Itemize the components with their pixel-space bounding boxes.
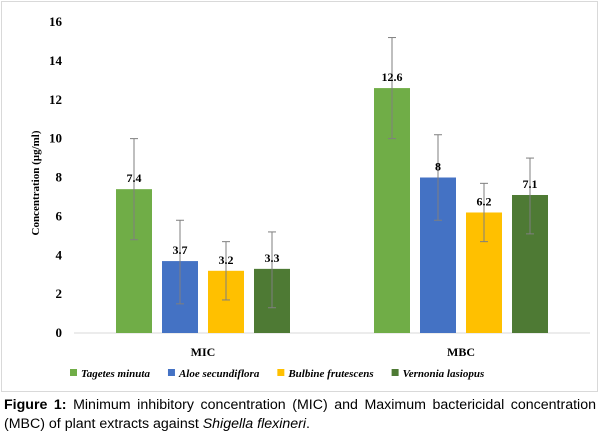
figure-caption: Figure 1: Minimum inhibitory concentrati…: [4, 396, 596, 434]
legend: Tagetes minuta Aloe secundiflora Bulbine f…: [70, 368, 484, 380]
legend-label: Bulbine frutescens: [287, 368, 373, 380]
caption-end: .: [306, 416, 310, 432]
bars: [116, 88, 548, 334]
y-tick-label: 6: [56, 208, 63, 223]
caption-text: Minimum inhibitory concentration (MIC) a…: [4, 397, 596, 432]
legend-label: Tagetes minuta: [81, 368, 150, 380]
y-tick-label: 16: [49, 14, 63, 29]
data-label: 8: [435, 160, 441, 174]
category-label: MBC: [447, 345, 475, 359]
data-labels: 7.4 3.7 3.2 3.3 12.6 8 6.2 7.1: [127, 70, 538, 267]
data-label: 7.4: [127, 171, 142, 185]
y-axis-title: Concentration (µg/ml): [30, 130, 42, 235]
y-tick-label: 10: [49, 131, 62, 146]
legend-label: Vernonia lasiopus: [403, 368, 485, 380]
legend-swatch: [277, 369, 285, 376]
data-label: 3.7: [173, 243, 188, 257]
data-label: 3.2: [219, 253, 234, 267]
y-tick-label: 12: [49, 92, 62, 107]
y-tick-label: 8: [56, 170, 63, 185]
legend-swatch: [391, 369, 399, 376]
legend-swatch: [167, 369, 175, 376]
data-label: 3.3: [265, 251, 280, 265]
category-label: MIC: [191, 345, 216, 359]
y-tick-label: 0: [56, 325, 63, 340]
caption-organism: Shigella flexineri: [202, 416, 307, 432]
y-tick-label: 4: [56, 247, 63, 262]
data-label: 12.6: [382, 70, 403, 84]
bar-chart: 0 2 4 6 8 10 12 14 16 Concentration (µg/ml) 7.4 3…: [30, 14, 590, 380]
y-axis-ticks: 0 2 4 6 8 10 12 14 16: [49, 14, 63, 340]
legend-swatch: [70, 369, 77, 376]
y-tick-label: 14: [49, 53, 63, 68]
category-labels: MIC MBC: [191, 345, 475, 359]
data-label: 7.1: [523, 177, 538, 191]
chart-frame: 0 2 4 6 8 10 12 14 16 Concentration (µg/ml) 7.4 3…: [1, 1, 598, 392]
caption-label: Figure 1:: [4, 397, 67, 413]
data-label: 6.2: [477, 194, 492, 208]
error-bars: [130, 37, 534, 309]
legend-label: Aloe secundiflora: [178, 368, 260, 380]
y-tick-label: 2: [56, 286, 63, 301]
